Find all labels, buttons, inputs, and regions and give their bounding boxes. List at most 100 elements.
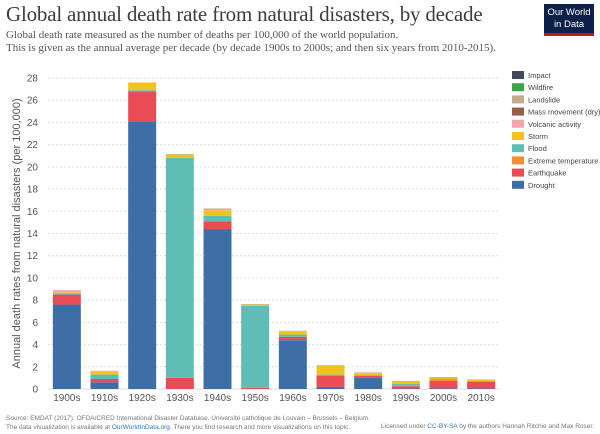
bar-1930s-landslide — [165, 154, 194, 155]
y-tick-label-24: 24 — [27, 118, 39, 129]
legend-label-extreme-temperature: Extreme temperature — [528, 156, 598, 165]
legend-label-mass-movement-dry: Mass movement (dry) — [528, 108, 600, 117]
bar-1980s-drought — [354, 377, 383, 389]
chart-subtitle: Global death rate measured as the number… — [6, 29, 531, 55]
subtitle-line-1: Global death rate measured as the number… — [6, 29, 399, 41]
legend-swatch-mass-movement-dry — [512, 107, 524, 116]
bar-1990s-earthquake — [391, 386, 420, 389]
chart-title: Global annual death rate from natural di… — [6, 2, 483, 26]
bar-1950s-storm — [241, 304, 270, 306]
bar-1970s-landslide — [316, 365, 345, 366]
bar-1990s-extreme-temperature — [391, 385, 420, 387]
y-tick-label-22: 22 — [27, 140, 39, 151]
bar-2010s-storm — [467, 379, 496, 381]
owid-link[interactable]: OurWorldInData.org — [111, 424, 170, 431]
x-tick-label-1950s: 1950s — [242, 393, 269, 404]
legend-label-earthquake: Earthquake — [528, 169, 566, 178]
y-tick-label-12: 12 — [27, 251, 39, 262]
bar-1950s-earthquake — [241, 387, 270, 389]
bar-2000s-flood — [429, 379, 458, 380]
x-tick-label-2010s: 2010s — [468, 393, 495, 404]
bar-1930s-earthquake — [165, 377, 194, 389]
bar-1980s-flood — [354, 375, 383, 376]
legend-label-flood: Flood — [528, 144, 547, 153]
bar-1970s-storm — [316, 365, 345, 375]
bar-2000s-landslide — [429, 377, 458, 378]
bar-1990s-storm — [391, 381, 420, 385]
bar-2010s-extreme-temperature — [467, 381, 496, 382]
y-tick-label-4: 4 — [32, 340, 38, 351]
bar-2000s-drought — [429, 388, 458, 389]
license-prefix: Licensed under — [381, 423, 426, 430]
bar-1940s-drought — [203, 229, 232, 389]
legend-swatch-landslide — [512, 95, 524, 104]
y-tick-label-26: 26 — [27, 96, 39, 107]
bar-1990s-drought — [391, 388, 420, 389]
legend-swatch-impact — [512, 71, 524, 79]
note-prefix: The data visualization is available at — [6, 424, 111, 431]
bar-1900s-volcanic-activity — [52, 290, 81, 293]
bar-2000s-storm — [429, 377, 458, 380]
bar-1970s-drought — [316, 386, 345, 389]
bar-1980s-earthquake — [354, 375, 383, 378]
logo-line-2: in Data — [553, 19, 585, 30]
bar-1910s-storm — [90, 371, 119, 375]
legend-label-storm: Storm — [528, 132, 548, 141]
legend-swatch-volcanic-activity — [512, 119, 524, 128]
bar-1960s-drought — [278, 340, 307, 389]
legend-swatch-wildfire — [512, 83, 524, 92]
bar-1920s-earthquake — [128, 91, 157, 122]
bar-2000s-extreme-temperature — [429, 379, 458, 381]
x-tick-label-1900s: 1900s — [53, 393, 80, 404]
legend-swatch-earthquake — [512, 168, 524, 177]
bar-1940s-earthquake — [203, 221, 232, 230]
bar-1920s-flood — [128, 90, 157, 92]
legend-label-landslide: Landslide — [528, 95, 560, 104]
footer-license: Licensed under CC-BY-SA by the authors H… — [381, 423, 594, 430]
bar-1940s-volcanic-activity — [203, 209, 232, 211]
legend-swatch-flood — [512, 144, 524, 153]
bar-1960s-earthquake — [278, 336, 307, 341]
x-tick-label-1910s: 1910s — [91, 393, 118, 404]
bar-1900s-drought — [52, 304, 81, 389]
subtitle-line-2: This is given as the annual average per … — [6, 42, 496, 54]
x-tick-label-2000s: 2000s — [430, 393, 457, 404]
bar-1980s-landslide — [354, 372, 383, 373]
legend-label-impact: Impact — [528, 71, 551, 80]
bar-2010s-drought — [467, 388, 496, 389]
x-tick-label-1960s: 1960s — [279, 393, 306, 404]
y-tick-label-28: 28 — [27, 74, 39, 85]
legend-label-wildfire: Wildfire — [528, 83, 553, 92]
y-tick-label-6: 6 — [32, 318, 38, 329]
y-axis-label: Annual death rates from natural disaster… — [11, 98, 23, 368]
bar-1920s-storm — [128, 82, 157, 91]
bar-1910s-volcanic-activity — [90, 370, 119, 372]
bar-1960s-landslide — [278, 330, 307, 332]
bar-1940s-landslide — [203, 208, 232, 210]
bar-1980s-volcanic-activity — [354, 372, 383, 374]
bar-2000s-earthquake — [429, 380, 458, 389]
license-link[interactable]: CC-BY-SA — [427, 423, 458, 430]
x-tick-label-1920s: 1920s — [129, 393, 156, 404]
bar-1950s-flood — [241, 305, 270, 388]
y-tick-label-2: 2 — [32, 362, 38, 373]
bar-1950s-landslide — [241, 304, 270, 305]
bar-1980s-storm — [354, 373, 383, 376]
bar-1990s-flood — [391, 384, 420, 386]
legend-swatch-extreme-temperature — [512, 156, 524, 165]
visualization-note: The data visualization is available at O… — [6, 423, 370, 432]
bar-1900s-flood — [52, 293, 81, 295]
bar-1910s-drought — [90, 382, 119, 389]
bar-1990s-landslide — [391, 380, 420, 382]
y-tick-label-10: 10 — [27, 273, 39, 284]
legend-label-drought: Drought — [528, 181, 556, 190]
bar-1940s-storm — [203, 210, 232, 216]
x-tick-label-1970s: 1970s — [317, 393, 344, 404]
bar-2010s-earthquake — [467, 381, 496, 389]
x-tick-label-1940s: 1940s — [204, 393, 231, 404]
y-tick-label-20: 20 — [27, 162, 39, 173]
owid-logo[interactable]: Our World in Data — [544, 4, 594, 36]
bar-1940s-flood — [203, 215, 232, 222]
note-suffix: . There you find research and more visua… — [169, 424, 351, 431]
x-tick-label-1980s: 1980s — [355, 393, 382, 404]
